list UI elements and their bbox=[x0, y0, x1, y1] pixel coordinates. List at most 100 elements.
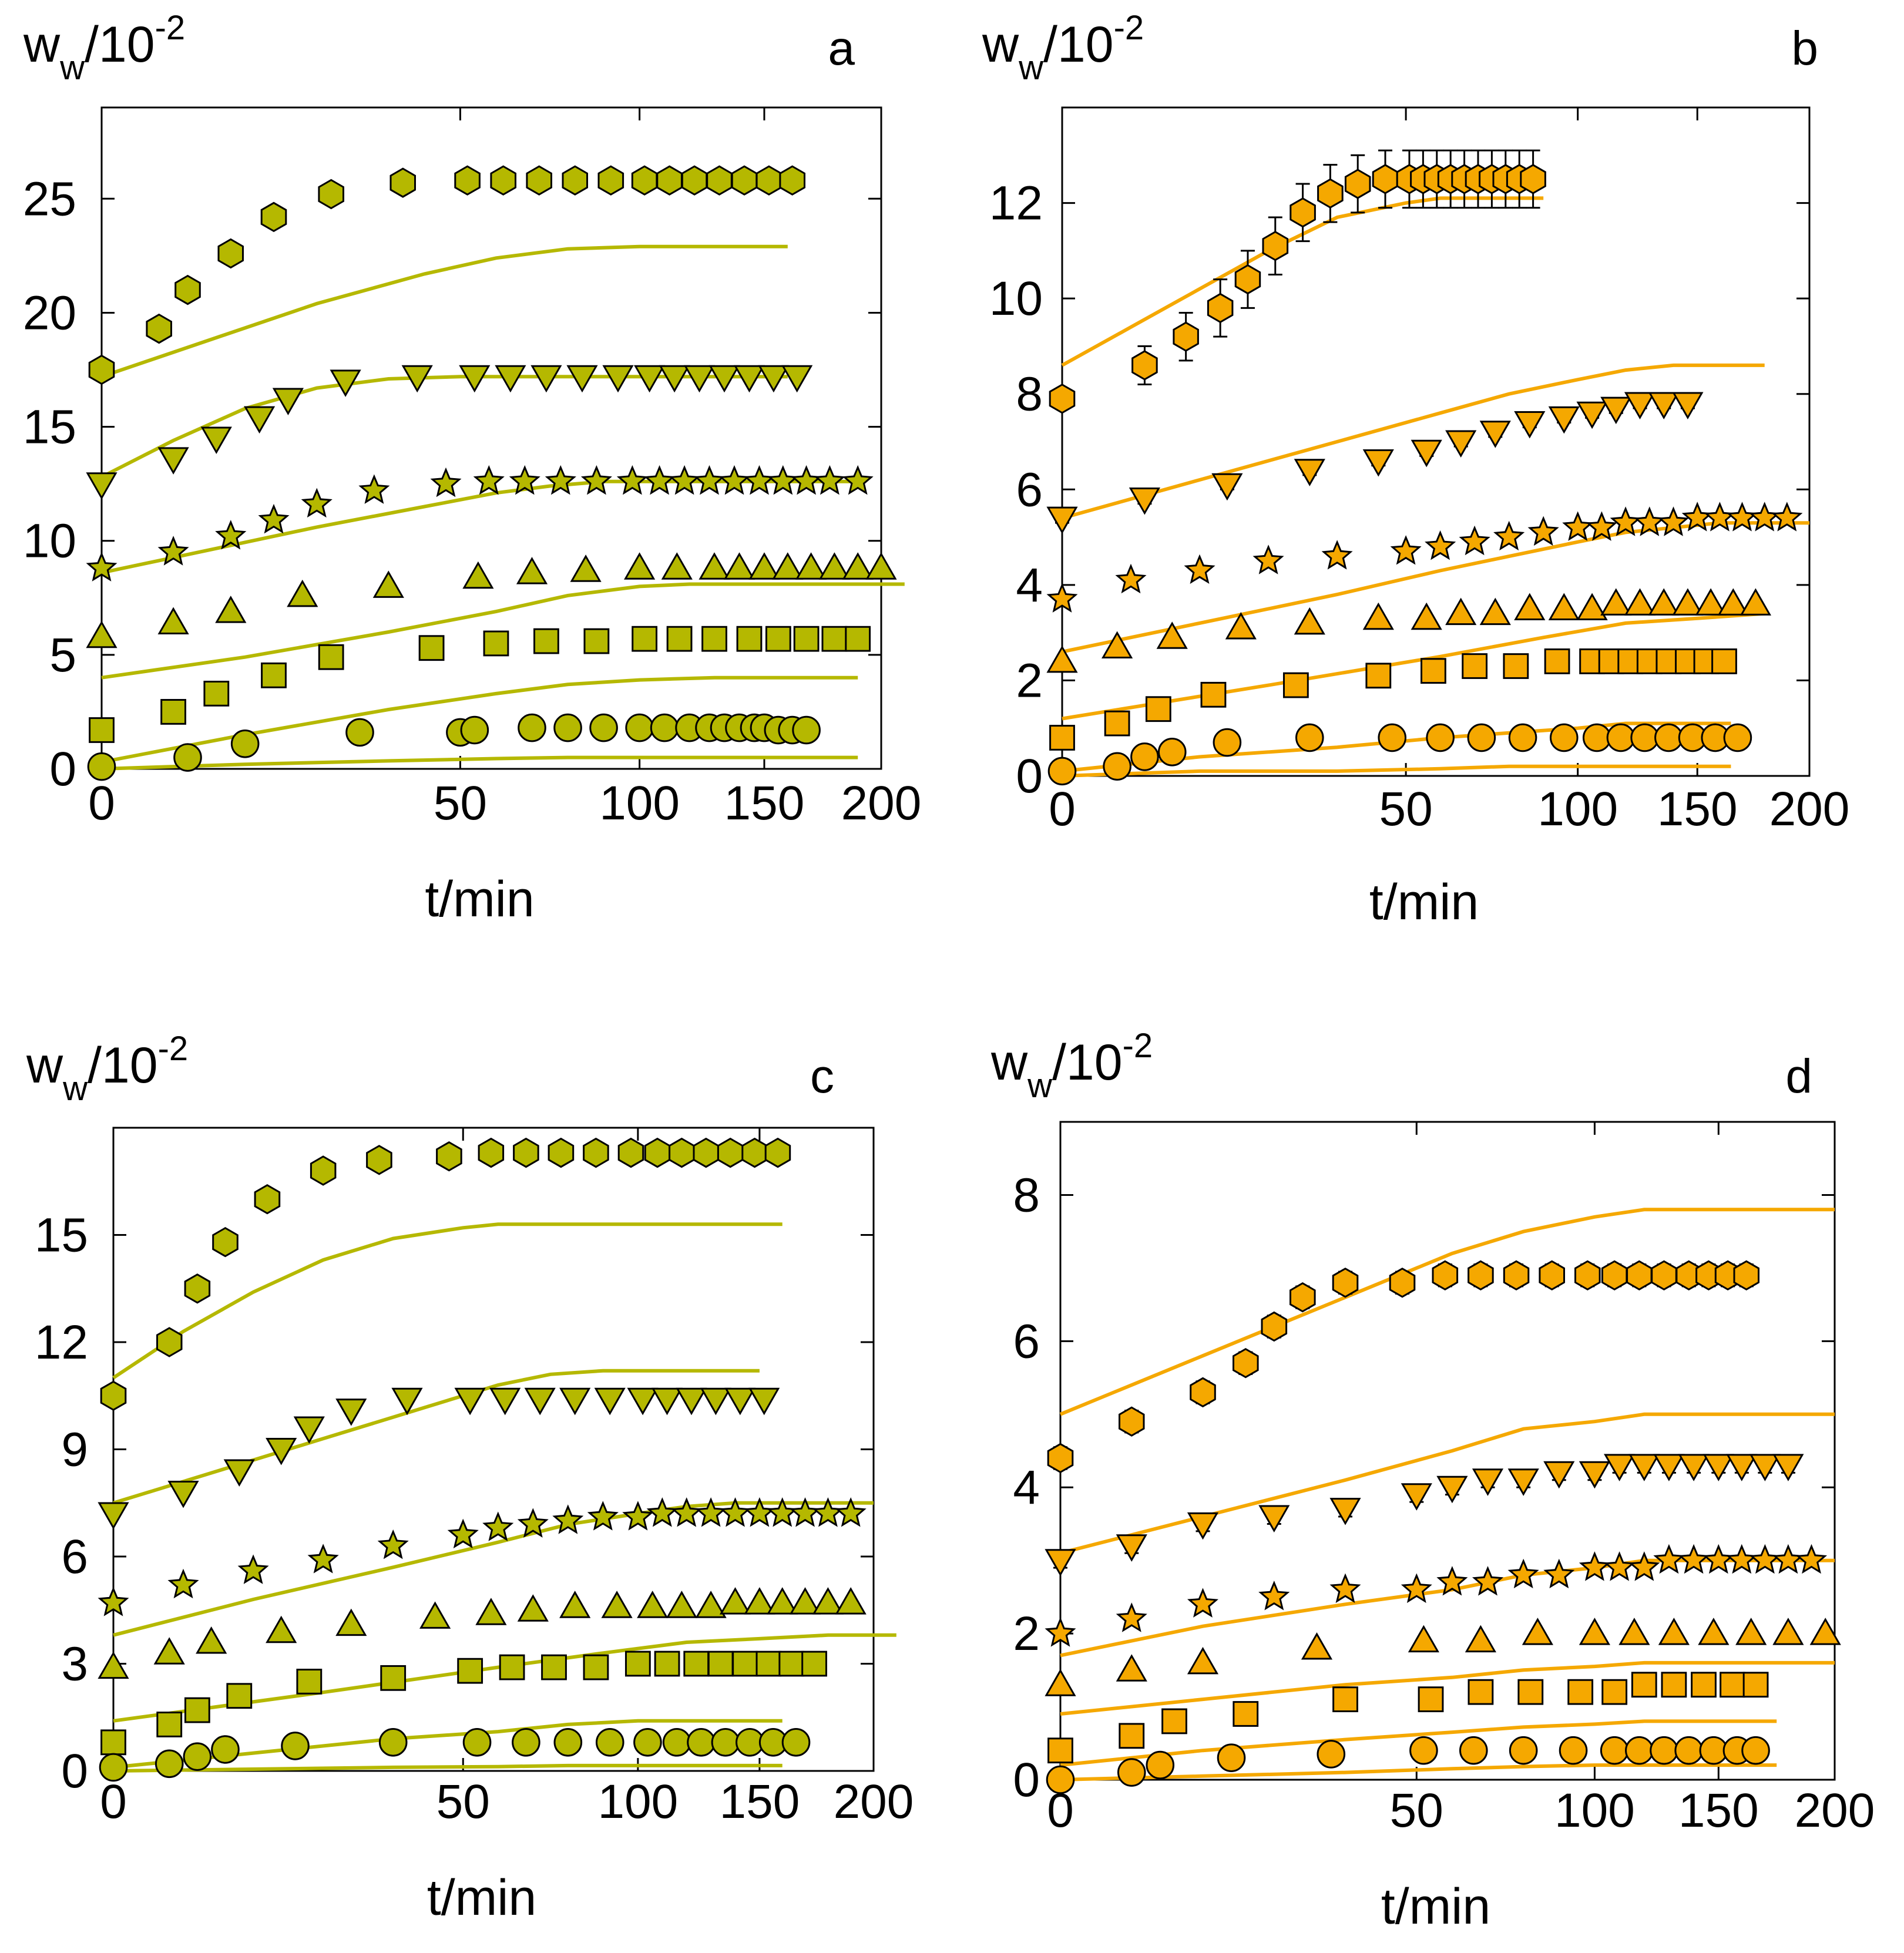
panel-d-point-circle bbox=[1117, 1758, 1146, 1787]
panel-a-point-square bbox=[666, 626, 693, 652]
panel-d-series-square bbox=[1047, 1672, 1769, 1764]
panel-a-point-triangle-down bbox=[659, 365, 690, 393]
panel-a-point-triangle-up bbox=[818, 552, 850, 580]
panel-a-series-hexagon bbox=[88, 165, 805, 385]
panel-c-point-triangle-up bbox=[98, 1651, 129, 1679]
panel-d-x-axis-title: t/min bbox=[1381, 1878, 1490, 1935]
panel-a-point-star bbox=[258, 503, 290, 534]
panel-d-point-square bbox=[1418, 1686, 1444, 1713]
panel-d-point-triangle-down bbox=[1579, 1461, 1610, 1489]
panel-a-point-square bbox=[736, 626, 763, 652]
panel-b-point-triangle-down bbox=[1294, 459, 1325, 486]
panel-a-y-title-tail: /10 bbox=[85, 16, 155, 73]
panel-c-point-triangle-down bbox=[627, 1387, 659, 1416]
panel-b-y-tick-label: 8 bbox=[1016, 368, 1043, 421]
panel-d-point-star bbox=[1187, 1588, 1218, 1618]
panel-a-point-star bbox=[842, 465, 874, 495]
panel-d-point-star bbox=[1401, 1573, 1432, 1604]
panel-a-point-triangle-up bbox=[372, 570, 404, 598]
panel-c-point-square bbox=[583, 1654, 609, 1680]
panel-a-point-circle bbox=[650, 713, 679, 742]
panel-b-point-square bbox=[1200, 681, 1227, 708]
panel-a-point-hexagon bbox=[389, 167, 416, 198]
panel-b-point-hexagon bbox=[1049, 384, 1076, 414]
panel-c-point-star bbox=[98, 1586, 129, 1616]
panel-d-point-square bbox=[1332, 1686, 1358, 1713]
panel-a-point-triangle-up bbox=[661, 552, 693, 580]
panel-c-point-triangle-down bbox=[724, 1387, 756, 1416]
panel-b-y-axis-title: ww/10-2 bbox=[982, 9, 1144, 87]
panel-c-series-triangle-up bbox=[98, 1587, 867, 1679]
panel-b-point-triangle-down bbox=[1411, 439, 1442, 468]
panel-b-point-triangle-down bbox=[1624, 392, 1656, 420]
panel-a-point-circle bbox=[173, 743, 202, 772]
panel-a-point-star bbox=[157, 536, 189, 566]
panel-b-point-circle bbox=[1103, 752, 1131, 781]
panel-a-point-hexagon bbox=[562, 165, 588, 196]
panel-c-fit-line bbox=[113, 1719, 783, 1769]
panel-a-point-circle bbox=[460, 715, 489, 745]
panel-d-point-circle bbox=[1459, 1736, 1488, 1765]
panel-d-point-star bbox=[1507, 1558, 1539, 1589]
panel-a-point-triangle-up bbox=[624, 552, 656, 580]
panel-c-point-hexagon bbox=[617, 1137, 644, 1168]
panel-c-point-triangle-up bbox=[666, 1591, 697, 1618]
panel-b-y-tick-label: 10 bbox=[989, 272, 1043, 325]
panel-c-point-star bbox=[447, 1518, 479, 1549]
panel-d-point-star bbox=[1543, 1558, 1575, 1589]
panel-c-y-tick-label: 0 bbox=[61, 1744, 88, 1798]
panel-d-point-square bbox=[1601, 1679, 1628, 1705]
panel-b-point-triangle-down bbox=[1548, 406, 1580, 434]
panel-c-y-tick-label: 9 bbox=[61, 1423, 88, 1477]
panel-b-point-triangle-down bbox=[1648, 392, 1680, 420]
panel-c-point-hexagon bbox=[764, 1137, 791, 1168]
panel-d-point-triangle-down bbox=[1507, 1468, 1539, 1496]
panel-a-point-square bbox=[89, 717, 115, 743]
panel-c-point-circle bbox=[155, 1749, 184, 1779]
panel-a-point-square bbox=[418, 635, 445, 661]
panel-a-point-triangle-down bbox=[602, 365, 634, 393]
panel-c: 0 50 100 150 200 0 3 6 9 12 15 ww/10-2 t/min c bbox=[26, 1030, 914, 1926]
panel-c-point-square bbox=[226, 1683, 253, 1709]
panel-a-point-circle bbox=[518, 713, 546, 742]
panel-a-point-circle bbox=[625, 713, 654, 742]
panel-d-point-square bbox=[1691, 1672, 1717, 1698]
panel-b-fit-line bbox=[1062, 764, 1731, 778]
panel-b-point-circle bbox=[1508, 723, 1537, 752]
panel-c-point-hexagon bbox=[478, 1137, 505, 1168]
panel-b-point-triangle-up bbox=[1576, 593, 1608, 620]
panel-b-point-hexagon bbox=[1317, 178, 1344, 209]
panel-b-point-circle bbox=[1130, 742, 1159, 771]
panel-d-point-hexagon bbox=[1539, 1260, 1565, 1291]
panel-b-point-triangle-up bbox=[1624, 588, 1656, 616]
panel-a-point-hexagon bbox=[631, 165, 658, 196]
panel-a-point-star bbox=[215, 520, 247, 550]
panel-c-y-tick-label: 6 bbox=[61, 1530, 88, 1584]
panel-d-y-tick-label: 0 bbox=[1013, 1753, 1040, 1807]
panel-d-point-triangle-down bbox=[1472, 1468, 1504, 1496]
panel-c-point-hexagon bbox=[100, 1380, 127, 1411]
panel-d-series-triangle-up bbox=[1045, 1618, 1841, 1696]
panel-c-point-square bbox=[380, 1665, 407, 1691]
panel-b-point-circle bbox=[1549, 723, 1579, 752]
panel-b-series-triangle-down bbox=[1046, 392, 1704, 535]
panel-b: 0 50 100 150 200 0 2 4 6 8 10 12 ww/10-2 t/min b bbox=[982, 9, 1849, 930]
panel-a-y-tick-label: 0 bbox=[49, 742, 76, 796]
panel-b-point-triangle-down bbox=[1479, 421, 1511, 448]
panel-c-point-triangle-up bbox=[767, 1587, 798, 1615]
panel-b-point-triangle-down bbox=[1576, 401, 1608, 429]
panel-d-y-title-main: w bbox=[990, 1034, 1028, 1091]
panel-c-point-circle bbox=[462, 1728, 492, 1757]
panel-c-y-title-exp: -2 bbox=[158, 1030, 189, 1068]
panel-d-point-square bbox=[1517, 1679, 1544, 1705]
panel-c-point-hexagon bbox=[669, 1137, 695, 1168]
panel-b-point-circle bbox=[1582, 723, 1611, 752]
panel-c-point-triangle-up bbox=[335, 1608, 367, 1636]
panel-b-y-tick-label: 4 bbox=[1016, 559, 1043, 612]
panel-a-point-star bbox=[814, 465, 845, 495]
panel-b-point-circle bbox=[1723, 723, 1752, 752]
panel-a-fit-line bbox=[101, 244, 788, 379]
panel-b-y-title-exp: -2 bbox=[1114, 9, 1144, 47]
